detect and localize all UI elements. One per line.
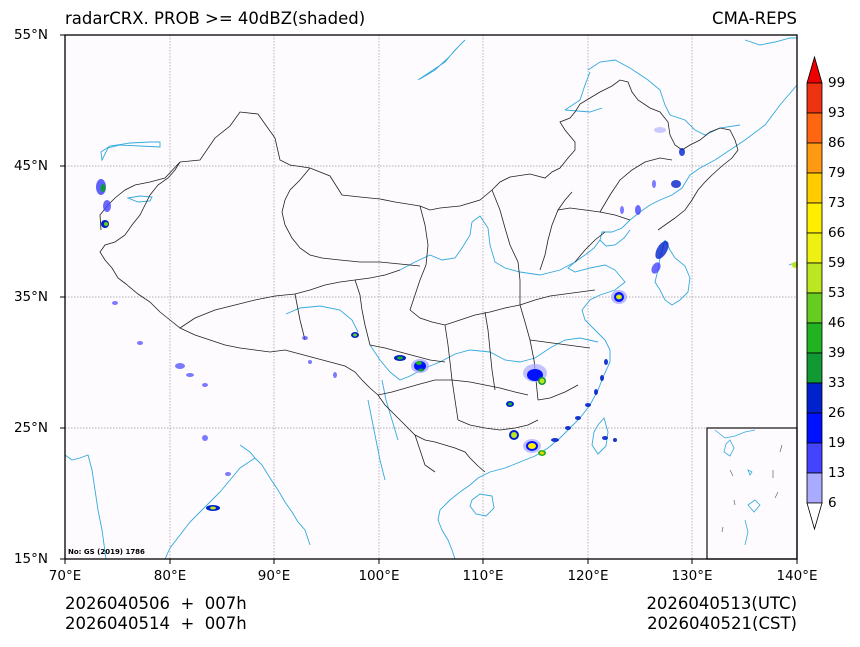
valid-time-utc: 2026040513(UTC): [646, 594, 797, 613]
colorbar-label-66: 66: [828, 225, 846, 241]
colorbar: [806, 55, 823, 531]
lat-label-15: 15°N: [13, 551, 48, 567]
colorbar-label-26: 26: [828, 405, 846, 421]
colorbar-label-46: 46: [828, 315, 846, 331]
lon-label-100: 100°E: [358, 568, 400, 584]
axis-ticks: [60, 34, 798, 564]
lon-label-130: 130°E: [671, 568, 713, 584]
colorbar-label-13: 13: [828, 465, 846, 481]
valid-time-cst: 2026040521(CST): [647, 614, 797, 633]
chart-title: radarCRX. PROB >= 40dBZ(shaded): [65, 9, 366, 28]
lon-label-140: 140°E: [776, 568, 818, 584]
lat-label-25: 25°N: [13, 420, 48, 436]
colorbar-label-86: 86: [828, 135, 846, 151]
south-china-sea-inset: [706, 427, 798, 560]
map-approval-number: No: GS (2019) 1786: [68, 548, 145, 556]
lon-label-110: 110°E: [462, 568, 504, 584]
lon-label-80: 80°E: [153, 568, 187, 584]
lat-label-45: 45°N: [13, 158, 48, 174]
colorbar-label-39: 39: [828, 345, 846, 361]
colorbar-label-33: 33: [828, 375, 846, 391]
probability-cells: [96, 127, 798, 511]
colorbar-label-93: 93: [828, 105, 846, 121]
colorbar-label-19: 19: [828, 435, 846, 451]
colorbar-label-53: 53: [828, 285, 846, 301]
lon-label-120: 120°E: [567, 568, 609, 584]
gridlines: [65, 35, 797, 559]
init-time-line-2: 2026040514 + 007h: [65, 614, 247, 633]
colorbar-under-arrow: [806, 502, 823, 531]
colorbar-label-59: 59: [828, 255, 846, 271]
colorbar-label-6: 6: [828, 495, 837, 511]
init-time-line-1: 2026040506 + 007h: [65, 594, 247, 613]
borders: [99, 79, 739, 473]
lon-label-90: 90°E: [257, 568, 291, 584]
colorbar-label-79: 79: [828, 165, 846, 181]
lat-label-55: 55°N: [13, 27, 48, 43]
model-name: CMA-REPS: [712, 9, 797, 28]
lat-label-35: 35°N: [13, 289, 48, 305]
colorbar-label-99: 99: [828, 75, 846, 91]
lon-label-70: 70°E: [48, 568, 82, 584]
colorbar-label-73: 73: [828, 195, 846, 211]
colorbar-over-arrow: [806, 55, 823, 84]
